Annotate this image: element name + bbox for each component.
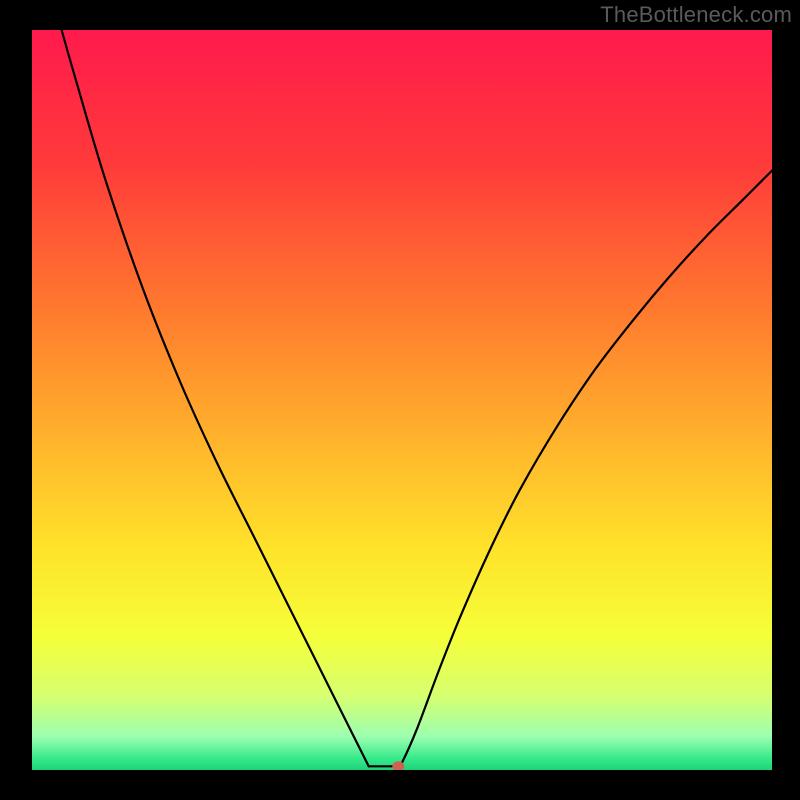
plot-area bbox=[32, 30, 772, 770]
chart-frame: TheBottleneck.com bbox=[0, 0, 800, 800]
gradient-chart-svg bbox=[32, 30, 772, 770]
gradient-background bbox=[32, 30, 772, 770]
watermark-text: TheBottleneck.com bbox=[600, 2, 792, 28]
